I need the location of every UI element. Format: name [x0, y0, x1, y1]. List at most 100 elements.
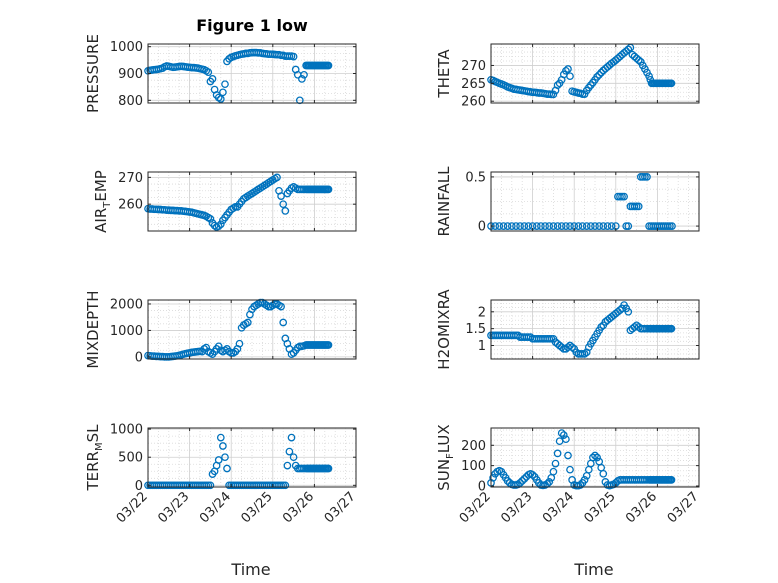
data-point [549, 222, 558, 230]
y-tick-label: 500 [118, 451, 143, 466]
data-point [285, 447, 294, 456]
y-tick-label: 265 [461, 77, 486, 92]
data-point [566, 465, 574, 474]
data-point [545, 222, 554, 230]
data-point [562, 66, 570, 75]
data-point [562, 435, 570, 444]
y-axis-label-subscript: T [102, 201, 113, 209]
data-point [566, 222, 574, 230]
data-point [593, 453, 601, 462]
data-point [586, 222, 595, 230]
data-point [243, 318, 252, 327]
data-point [281, 481, 290, 490]
y-tick-label: 900 [118, 67, 143, 82]
data-point [216, 95, 225, 103]
data-point [206, 215, 215, 223]
data-point [202, 343, 211, 352]
data-point [324, 464, 333, 473]
data-point [216, 220, 225, 229]
data-point [528, 470, 537, 479]
data-point [489, 473, 497, 482]
y-axis-label-tail: EMP [92, 170, 110, 201]
data-point [589, 453, 597, 462]
data-point [576, 481, 585, 489]
y-axis-label-subscript: M [94, 442, 105, 451]
data-point [295, 96, 304, 105]
data-point [499, 222, 508, 230]
data-point [204, 68, 213, 77]
data-point [595, 70, 604, 79]
xlabel-left: Time [230, 560, 270, 579]
plot-area [491, 172, 699, 231]
data-point [643, 173, 651, 181]
y-axis-label: TERRMSL [84, 424, 105, 492]
data-point [235, 339, 244, 348]
axes-frame [490, 43, 700, 104]
data-point [279, 318, 288, 327]
axes-frame [147, 299, 357, 360]
data-point [620, 192, 628, 201]
data-point [551, 459, 560, 468]
data-point [277, 302, 285, 311]
y-tick-label: 260 [118, 198, 143, 213]
y-tick-label: 1 [478, 339, 486, 354]
data-point [549, 90, 558, 99]
data-point [634, 202, 643, 211]
data-point [667, 476, 676, 484]
data-point [208, 75, 217, 83]
data-point [597, 68, 606, 77]
data-point [516, 222, 524, 230]
data-point [667, 324, 676, 333]
y-axis-label: H2OMIXRA [435, 289, 453, 370]
subplot-4: 0 0.5 RAINFALL [435, 166, 700, 236]
data-point [289, 453, 298, 462]
subplot-6: 1 1.5 2 H2OMIXRA [435, 289, 700, 370]
data-point [557, 429, 566, 437]
y-tick-label: 0 [135, 479, 143, 494]
data-point [273, 173, 281, 182]
data-point [553, 449, 562, 458]
data-point [214, 456, 223, 464]
y-tick-label: 2000 [110, 297, 143, 312]
y-tick-label: 800 [118, 94, 143, 109]
data-point [624, 307, 633, 316]
y-axis-label-main: AIR [92, 208, 110, 233]
y-axis-label-subscript: F [445, 453, 456, 459]
y-axis-label-tail: LUX [435, 424, 453, 453]
y-tick-label: 0.5 [465, 170, 486, 185]
data-point [298, 75, 306, 83]
data-point [645, 72, 653, 81]
data-point [667, 79, 676, 88]
data-point [597, 323, 606, 331]
data-point [221, 346, 229, 355]
data-point [553, 222, 562, 230]
data-point [595, 222, 604, 230]
data-point [503, 222, 512, 230]
y-axis-label-main: MIXDEPTH [84, 290, 102, 368]
data-point [580, 476, 589, 484]
axes-frame [490, 299, 700, 360]
y-tick-label: 100 [461, 459, 486, 474]
data-point [624, 222, 633, 230]
y-tick-label: 0 [478, 479, 486, 494]
data-point [599, 222, 608, 230]
y-tick-label: 1.5 [465, 322, 486, 337]
data-point [564, 65, 572, 73]
subplot-5: 0 1000 2000 MIXDEPTH [84, 290, 357, 369]
y-axis-label-tail: SL [84, 424, 102, 443]
subplot-2: 260 265 270 THETA [435, 43, 700, 110]
data-point [223, 464, 231, 473]
y-tick-label: 1000 [110, 40, 143, 55]
data-point [219, 442, 227, 450]
data-point [289, 52, 298, 61]
data-point [568, 343, 576, 352]
data-point [214, 222, 223, 231]
axes-frame [490, 171, 700, 232]
data-point [591, 451, 599, 460]
data-point [216, 433, 225, 442]
data-point [574, 222, 583, 230]
data-point [549, 467, 558, 476]
data-point [566, 72, 574, 81]
data-point [599, 469, 608, 478]
